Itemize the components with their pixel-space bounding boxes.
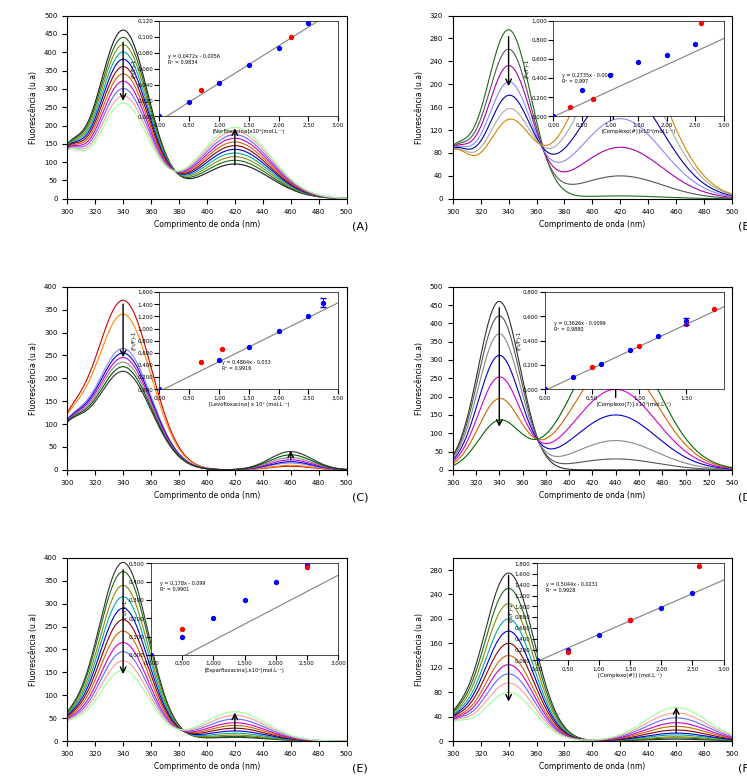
Text: (E): (E) (352, 764, 368, 774)
X-axis label: Comprimento de onda (nm): Comprimento de onda (nm) (539, 762, 645, 771)
X-axis label: Comprimento de onda (nm): Comprimento de onda (nm) (154, 491, 260, 500)
X-axis label: Comprimento de onda (nm): Comprimento de onda (nm) (154, 762, 260, 771)
Text: (B): (B) (737, 222, 747, 232)
X-axis label: Comprimento de onda (nm): Comprimento de onda (nm) (539, 220, 645, 229)
Y-axis label: Fluorescência (u.a): Fluorescência (u.a) (29, 613, 38, 686)
Y-axis label: Fluorescência (u.a): Fluorescência (u.a) (415, 71, 424, 144)
Y-axis label: Fluorescência (u.a): Fluorescência (u.a) (415, 342, 424, 415)
Y-axis label: Fluorescência (u.a): Fluorescência (u.a) (29, 71, 38, 144)
Text: (A): (A) (352, 222, 368, 232)
Y-axis label: Fluorescência (u.a): Fluorescência (u.a) (29, 342, 38, 415)
X-axis label: Comprimento de onda (nm): Comprimento de onda (nm) (154, 220, 260, 229)
Text: (C): (C) (352, 493, 369, 503)
X-axis label: Comprimento de onda (nm): Comprimento de onda (nm) (539, 491, 645, 500)
Text: (F): (F) (737, 764, 747, 774)
Y-axis label: Fluorescência (u.a): Fluorescência (u.a) (415, 613, 424, 686)
Text: (D): (D) (737, 493, 747, 503)
